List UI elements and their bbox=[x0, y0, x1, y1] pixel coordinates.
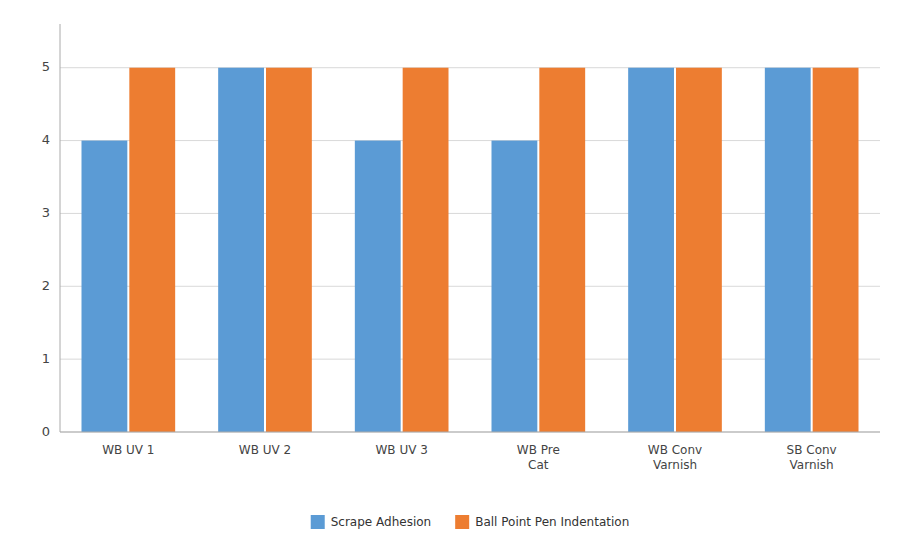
grid-line bbox=[60, 140, 880, 141]
bars bbox=[82, 68, 859, 432]
x-tick-label: WB UV 3 bbox=[375, 443, 427, 457]
bar bbox=[492, 141, 538, 432]
y-tick-label: 4 bbox=[42, 132, 50, 147]
legend-label: Ball Point Pen Indentation bbox=[475, 515, 629, 529]
bar bbox=[355, 141, 401, 432]
bar bbox=[82, 141, 128, 432]
grid-line bbox=[60, 432, 880, 433]
bar bbox=[129, 68, 175, 432]
y-tick-label: 3 bbox=[42, 205, 50, 220]
y-tick-label: 0 bbox=[42, 424, 50, 439]
x-tick-label: WB PreCat bbox=[517, 443, 560, 472]
grid-line bbox=[60, 359, 880, 360]
x-tick-label: WB UV 2 bbox=[239, 443, 291, 457]
bar bbox=[813, 68, 859, 432]
y-tick-label: 1 bbox=[42, 351, 50, 366]
bar bbox=[676, 68, 722, 432]
bar bbox=[539, 68, 585, 432]
y-tick-label: 5 bbox=[42, 59, 50, 74]
bar bbox=[628, 68, 674, 432]
grid-line bbox=[60, 213, 880, 214]
legend: Scrape Adhesion Ball Point Pen Indentatio… bbox=[311, 515, 630, 530]
x-axis-line bbox=[60, 432, 880, 433]
chart-container: 0 1 2 3 4 5 WB UV 1 WB UV 2 WB UV 3 WB PreCat WB C… bbox=[0, 0, 900, 550]
y-axis-line bbox=[60, 24, 61, 432]
bar bbox=[218, 68, 264, 432]
bar bbox=[765, 68, 811, 432]
x-tick-label: SB ConvVarnish bbox=[787, 443, 837, 472]
chart: 0 1 2 3 4 5 WB UV 1 WB UV 2 WB UV 3 WB PreCat WB C… bbox=[0, 0, 900, 550]
x-tick-label: WB UV 1 bbox=[102, 443, 154, 457]
grid-line bbox=[60, 286, 880, 287]
legend-label: Scrape Adhesion bbox=[331, 515, 431, 529]
bar bbox=[403, 68, 449, 432]
bar bbox=[266, 68, 312, 432]
y-tick-label: 2 bbox=[42, 278, 50, 293]
grid bbox=[60, 68, 880, 432]
x-tick-label: WB ConvVarnish bbox=[648, 443, 702, 472]
legend-swatch bbox=[311, 515, 325, 529]
grid-line bbox=[60, 67, 880, 68]
legend-swatch bbox=[455, 515, 469, 529]
